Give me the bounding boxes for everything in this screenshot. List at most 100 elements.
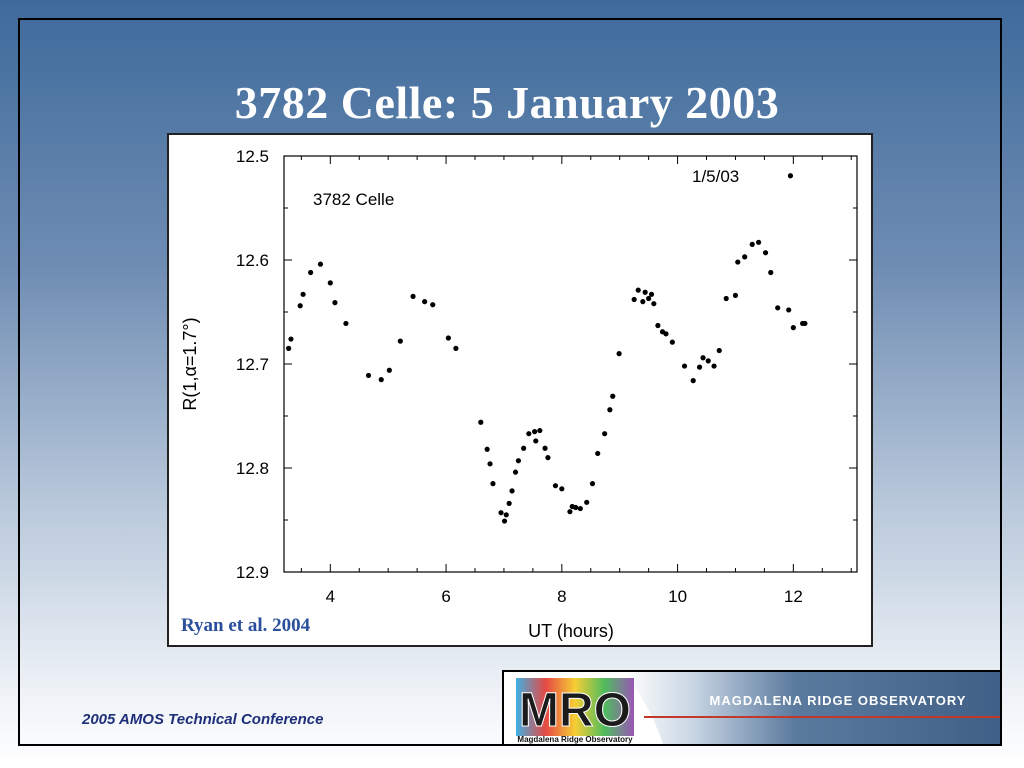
data-point — [775, 305, 781, 311]
data-point — [663, 331, 669, 337]
data-point — [749, 241, 755, 247]
data-point — [327, 280, 333, 286]
data-point — [716, 347, 722, 354]
data-point — [742, 254, 748, 260]
data-point — [756, 239, 762, 245]
data-points — [286, 173, 808, 524]
data-point — [610, 393, 616, 399]
mro-banner-graphic: MRO Magdalena Ridge Observatory MAGDALEN… — [516, 672, 1000, 744]
data-point — [723, 295, 729, 302]
banner-swoosh — [624, 672, 1000, 744]
data-point — [651, 301, 657, 307]
data-point — [669, 339, 675, 345]
x-tick-label: 10 — [668, 587, 687, 606]
data-point — [595, 450, 601, 457]
data-point — [521, 445, 527, 451]
data-point — [386, 367, 392, 373]
x-tick-label: 4 — [326, 587, 335, 606]
mro-banner: MRO Magdalena Ridge Observatory MAGDALEN… — [502, 670, 1002, 746]
data-point — [532, 429, 538, 435]
data-point — [705, 358, 711, 364]
y-tick-label: 12.8 — [236, 459, 269, 478]
slide-title: 3782 Celle: 5 January 2003 — [234, 77, 780, 128]
data-point — [286, 345, 292, 351]
data-point — [537, 427, 543, 434]
conference-footer: 2005 AMOS Technical Conference — [82, 711, 324, 728]
data-point — [332, 300, 338, 306]
data-point — [484, 446, 490, 452]
data-point — [453, 345, 459, 351]
data-point — [288, 336, 294, 342]
data-point — [732, 292, 739, 298]
data-point — [802, 320, 808, 327]
data-point — [584, 499, 590, 505]
data-point — [430, 302, 436, 308]
data-point — [696, 364, 703, 370]
data-point — [700, 355, 706, 361]
data-point — [503, 512, 509, 518]
tick-marks — [284, 155, 857, 573]
plot-svg: 4 6 8 10 12 12.5 12.6 12.7 12.8 12.9 3782 Celle 1… — [180, 147, 858, 641]
data-point — [542, 445, 548, 451]
data-point — [567, 509, 573, 515]
data-point — [533, 438, 539, 444]
data-point — [552, 483, 559, 489]
y-tick-label: 12.5 — [236, 147, 269, 166]
data-point — [711, 363, 717, 369]
y-tick-label: 12.6 — [236, 251, 269, 270]
data-point — [559, 486, 565, 492]
data-point — [646, 295, 652, 302]
data-point — [655, 322, 661, 329]
data-point — [735, 259, 741, 265]
y-tick-label: 12.9 — [236, 563, 269, 582]
data-point — [343, 320, 349, 327]
logo-mark: MRO — [519, 684, 631, 737]
data-point — [478, 419, 484, 425]
data-point — [509, 488, 515, 494]
data-point — [498, 510, 504, 516]
data-point — [410, 293, 416, 299]
data-point — [681, 363, 688, 369]
x-axis-label: UT (hours) — [528, 621, 614, 641]
data-point — [487, 461, 493, 467]
data-point — [642, 289, 648, 295]
data-point — [445, 335, 451, 341]
data-point — [607, 407, 613, 413]
x-tick-label: 6 — [441, 587, 450, 606]
banner-text: MAGDALENA RIDGE OBSERVATORY — [710, 693, 967, 708]
y-tick-label: 12.7 — [236, 355, 269, 374]
data-point — [616, 351, 622, 357]
data-point — [602, 431, 608, 437]
data-point — [631, 296, 637, 303]
data-point — [573, 504, 579, 511]
tick-labels: 4 6 8 10 12 12.5 12.6 12.7 12.8 12.9 — [236, 147, 803, 606]
data-point — [501, 518, 508, 524]
x-tick-label: 8 — [557, 587, 566, 606]
data-point — [365, 372, 372, 379]
data-point — [490, 481, 496, 487]
data-point — [317, 261, 324, 267]
data-point — [300, 291, 306, 297]
x-tick-label: 12 — [784, 587, 803, 606]
data-point — [422, 299, 428, 305]
lightcurve-plot: 4 6 8 10 12 12.5 12.6 12.7 12.8 12.9 3782 Celle 1… — [167, 133, 873, 647]
banner-red-rule — [644, 716, 1000, 718]
citation: Ryan et al. 2004 — [181, 615, 311, 636]
logo-subtext: Magdalena Ridge Observatory — [517, 735, 633, 744]
data-point — [577, 505, 583, 512]
data-point — [690, 378, 696, 384]
y-axis-label: R(1,α=1.7°) — [180, 317, 200, 410]
object-annotation: 3782 Celle — [313, 190, 394, 209]
data-point — [790, 325, 796, 331]
data-point — [648, 291, 655, 297]
data-point — [515, 458, 522, 464]
data-point — [378, 377, 384, 383]
data-point — [545, 455, 551, 461]
data-point — [635, 287, 641, 293]
data-point — [526, 431, 532, 437]
data-point — [297, 303, 303, 309]
data-point — [768, 269, 774, 276]
date-annotation: 1/5/03 — [692, 167, 739, 186]
data-point — [512, 469, 519, 475]
data-point — [589, 481, 596, 487]
